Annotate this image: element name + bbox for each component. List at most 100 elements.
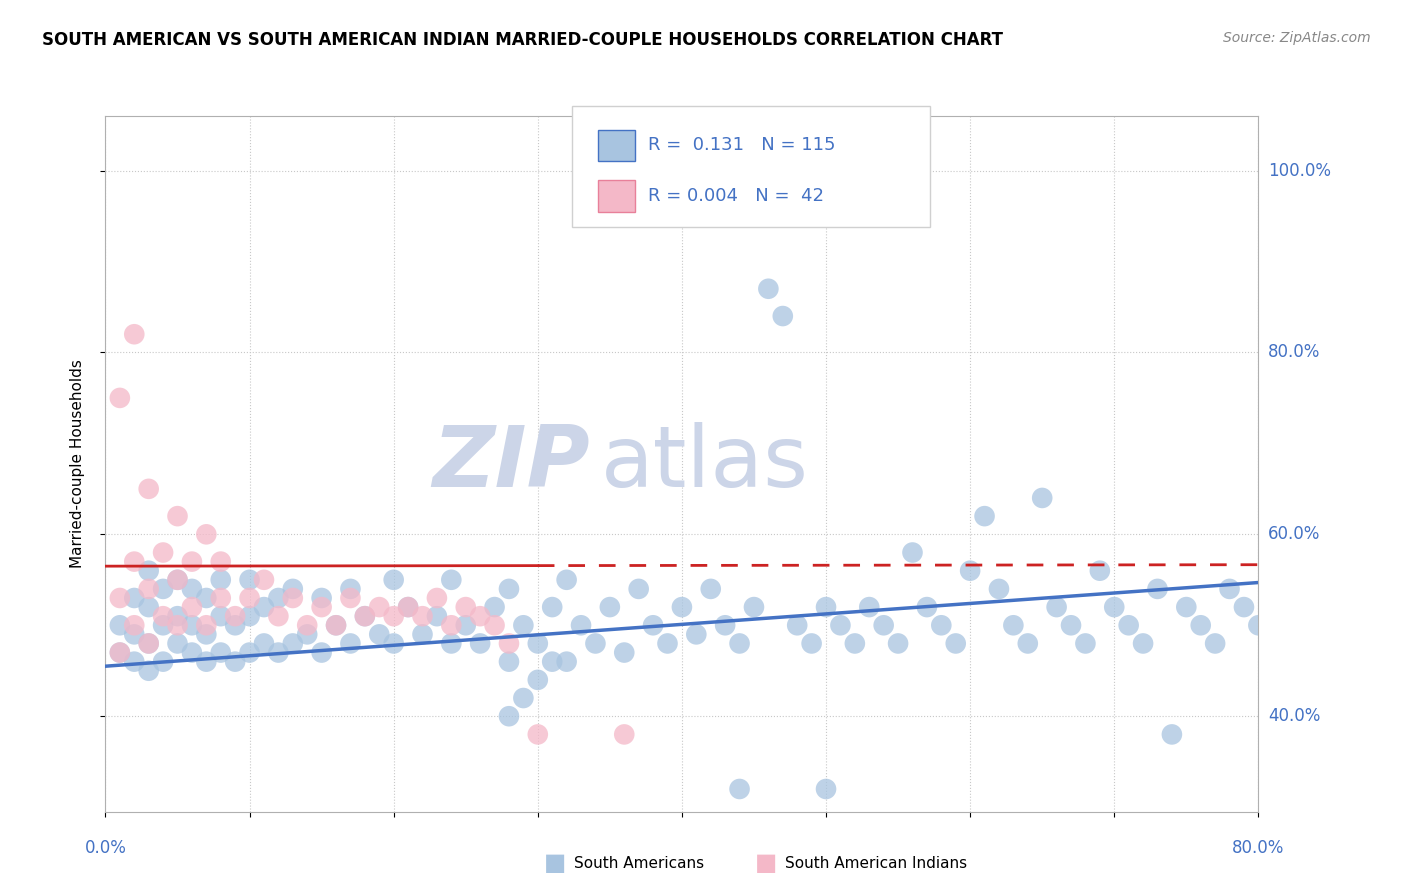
Point xyxy=(354,609,377,624)
Point xyxy=(108,646,131,660)
Point xyxy=(267,591,290,605)
Text: SOUTH AMERICAN VS SOUTH AMERICAN INDIAN MARRIED-COUPLE HOUSEHOLDS CORRELATION CH: SOUTH AMERICAN VS SOUTH AMERICAN INDIAN … xyxy=(42,31,1002,49)
Point xyxy=(124,655,146,669)
Point xyxy=(224,618,246,632)
Point xyxy=(498,655,520,669)
Text: ■: ■ xyxy=(544,852,567,875)
Point xyxy=(1088,564,1111,578)
Point xyxy=(426,609,449,624)
Point xyxy=(180,555,202,569)
Point xyxy=(772,309,794,323)
Y-axis label: Married-couple Households: Married-couple Households xyxy=(70,359,84,568)
Point xyxy=(152,655,174,669)
Point xyxy=(209,591,232,605)
Point xyxy=(152,618,174,632)
Point xyxy=(468,636,492,650)
Point xyxy=(512,691,534,706)
Point xyxy=(138,482,160,496)
Text: 80.0%: 80.0% xyxy=(1268,343,1320,361)
Point xyxy=(382,636,405,650)
Point xyxy=(484,618,506,632)
Point xyxy=(166,618,188,632)
FancyBboxPatch shape xyxy=(572,105,929,227)
Text: 80.0%: 80.0% xyxy=(1232,839,1285,857)
Text: 40.0%: 40.0% xyxy=(1268,707,1320,725)
Point xyxy=(180,618,202,632)
Point xyxy=(108,391,131,405)
Point xyxy=(498,709,520,723)
Point xyxy=(209,555,232,569)
Point xyxy=(239,573,262,587)
Point xyxy=(671,600,693,615)
Point xyxy=(108,591,131,605)
Point xyxy=(569,618,592,632)
Point xyxy=(440,636,463,650)
Point xyxy=(195,527,218,541)
Point xyxy=(931,618,953,632)
Point xyxy=(195,627,218,641)
Point xyxy=(138,664,160,678)
Point xyxy=(138,636,160,650)
Point xyxy=(124,327,146,342)
Point xyxy=(685,627,707,641)
Point xyxy=(1233,600,1256,615)
Text: 0.0%: 0.0% xyxy=(84,839,127,857)
Point xyxy=(973,509,995,524)
Point xyxy=(396,600,419,615)
Point xyxy=(454,600,477,615)
Point xyxy=(1218,582,1241,596)
Point xyxy=(613,727,636,741)
Point xyxy=(281,636,304,650)
Point xyxy=(742,600,765,615)
Point xyxy=(1247,618,1270,632)
Point xyxy=(209,609,232,624)
Point xyxy=(239,646,262,660)
Point xyxy=(484,600,506,615)
Text: 60.0%: 60.0% xyxy=(1268,525,1320,543)
Point xyxy=(426,591,449,605)
Text: Source: ZipAtlas.com: Source: ZipAtlas.com xyxy=(1223,31,1371,45)
Point xyxy=(339,636,361,650)
Point xyxy=(339,591,361,605)
Point xyxy=(138,600,160,615)
Point xyxy=(1031,491,1053,505)
Point xyxy=(1160,727,1182,741)
Point xyxy=(311,600,333,615)
Point xyxy=(166,609,188,624)
Point xyxy=(756,282,779,296)
Point xyxy=(498,582,520,596)
Point xyxy=(1102,600,1125,615)
FancyBboxPatch shape xyxy=(598,129,634,161)
Point xyxy=(440,573,463,587)
Point xyxy=(180,600,202,615)
Point xyxy=(844,636,866,650)
Point xyxy=(297,627,319,641)
Text: South American Indians: South American Indians xyxy=(785,856,967,871)
Point xyxy=(195,591,218,605)
Point xyxy=(1060,618,1083,632)
Point xyxy=(830,618,852,632)
Point xyxy=(815,782,838,797)
Point xyxy=(1204,636,1226,650)
Point xyxy=(901,545,924,559)
Text: South Americans: South Americans xyxy=(574,856,704,871)
Point xyxy=(396,600,419,615)
Point xyxy=(1175,600,1198,615)
Point xyxy=(253,573,276,587)
Point xyxy=(253,600,276,615)
Point xyxy=(108,646,131,660)
Text: ■: ■ xyxy=(755,852,778,875)
Point xyxy=(325,618,347,632)
Point xyxy=(138,636,160,650)
Point xyxy=(915,600,938,615)
Point xyxy=(209,573,232,587)
Point xyxy=(585,636,607,650)
Point xyxy=(267,646,290,660)
Point xyxy=(512,618,534,632)
Point xyxy=(224,609,246,624)
Point xyxy=(714,618,737,632)
Point xyxy=(339,582,361,596)
Point xyxy=(1189,618,1212,632)
Point xyxy=(498,636,520,650)
Point xyxy=(108,618,131,632)
